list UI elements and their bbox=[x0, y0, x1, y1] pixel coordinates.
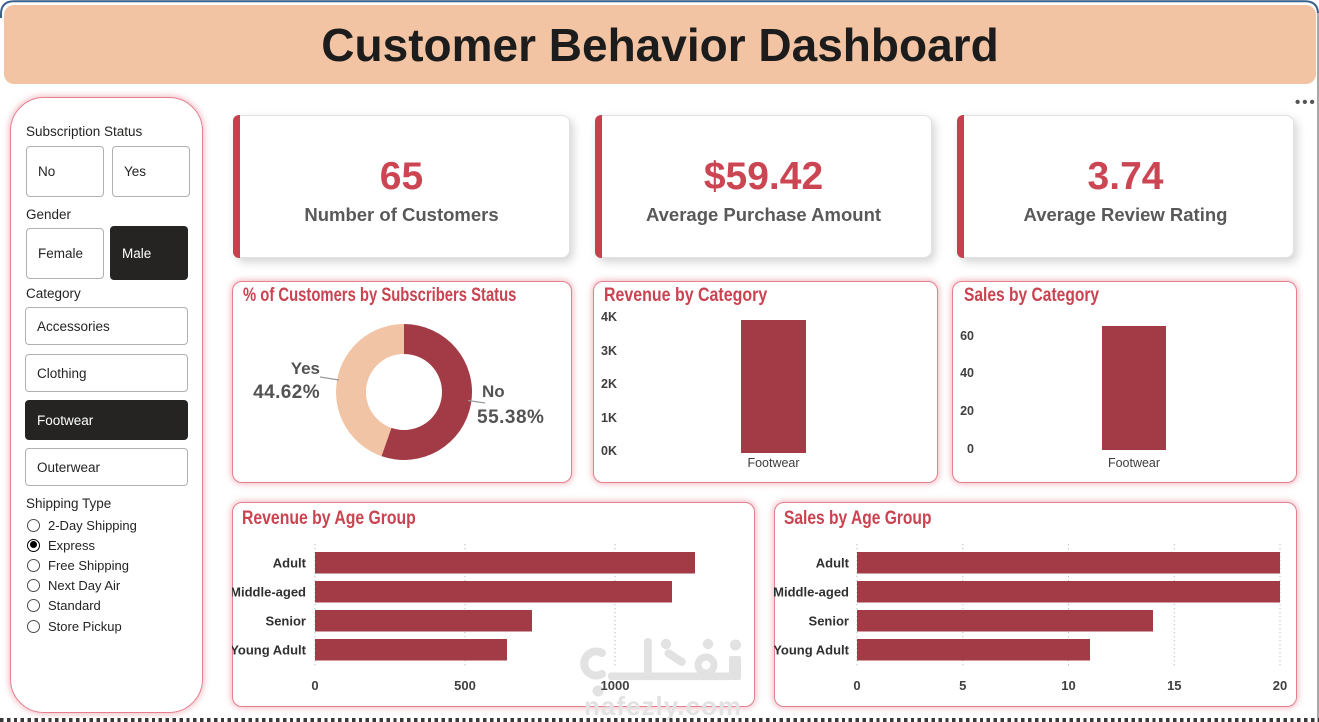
svg-text:15: 15 bbox=[1167, 678, 1181, 693]
svg-text:Senior: Senior bbox=[266, 614, 306, 629]
svg-text:5: 5 bbox=[959, 678, 966, 693]
svg-text:Young Adult: Young Adult bbox=[232, 643, 307, 658]
svg-text:Young Adult: Young Adult bbox=[774, 643, 850, 658]
svg-text:20: 20 bbox=[1273, 678, 1287, 693]
svg-text:0: 0 bbox=[311, 678, 318, 693]
svg-text:Middle-aged: Middle-aged bbox=[774, 585, 849, 600]
svg-text:0: 0 bbox=[853, 678, 860, 693]
svg-text:500: 500 bbox=[454, 678, 476, 693]
svg-text:Senior: Senior bbox=[809, 614, 849, 629]
svg-text:nafezly.com: nafezly.com bbox=[584, 691, 742, 721]
svg-text:Middle-aged: Middle-aged bbox=[232, 585, 306, 600]
svg-text:Adult: Adult bbox=[273, 556, 307, 571]
svg-text:10: 10 bbox=[1061, 678, 1075, 693]
svg-text:1000: 1000 bbox=[601, 678, 630, 693]
svg-text:Adult: Adult bbox=[816, 556, 850, 571]
